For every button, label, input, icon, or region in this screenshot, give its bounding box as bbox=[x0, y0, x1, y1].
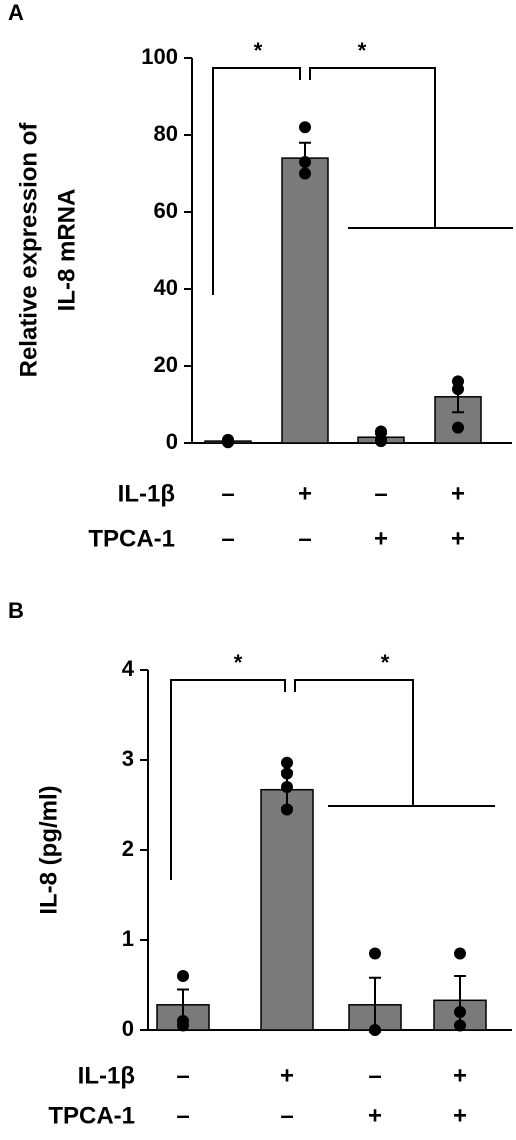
condition-sign: + bbox=[298, 480, 312, 507]
data-point bbox=[369, 1024, 381, 1036]
data-point bbox=[454, 1006, 466, 1018]
condition-label: TPCA-1 bbox=[48, 1102, 135, 1129]
panel-letter: B bbox=[8, 598, 24, 623]
condition-label: IL-1β bbox=[118, 480, 175, 507]
y-axis-label: Relative expression of bbox=[15, 122, 42, 378]
data-point bbox=[454, 1019, 466, 1032]
data-point bbox=[299, 121, 311, 134]
y-tick-label: 1 bbox=[122, 926, 134, 951]
significance-star: * bbox=[358, 38, 367, 63]
data-point bbox=[177, 970, 189, 982]
significance-bracket bbox=[170, 679, 495, 880]
panel-letter: A bbox=[8, 0, 24, 25]
condition-sign: – bbox=[280, 1102, 293, 1129]
data-point bbox=[222, 436, 234, 449]
y-tick-label: 40 bbox=[154, 275, 178, 300]
data-point bbox=[299, 155, 311, 168]
condition-label: TPCA-1 bbox=[88, 525, 175, 552]
data-point bbox=[281, 756, 293, 769]
y-tick-label: 0 bbox=[122, 1016, 134, 1041]
bar bbox=[260, 788, 314, 1031]
y-tick-label: 20 bbox=[154, 352, 178, 377]
significance-bracket bbox=[212, 67, 513, 295]
condition-sign: + bbox=[453, 1062, 467, 1089]
condition-sign: – bbox=[368, 1062, 381, 1089]
y-axis-label: IL-8 mRNA bbox=[53, 189, 80, 312]
y-tick-label: 4 bbox=[122, 656, 135, 681]
condition-sign: – bbox=[221, 525, 234, 552]
condition-sign: – bbox=[176, 1102, 189, 1129]
significance-star: * bbox=[381, 650, 390, 675]
data-point bbox=[281, 803, 293, 816]
condition-sign: + bbox=[451, 525, 465, 552]
y-tick-label: 100 bbox=[141, 44, 178, 69]
y-tick-label: 80 bbox=[154, 121, 178, 146]
data-point bbox=[369, 947, 381, 960]
condition-sign: – bbox=[176, 1062, 189, 1089]
condition-sign: + bbox=[280, 1062, 294, 1089]
condition-sign: – bbox=[298, 525, 311, 552]
condition-sign: + bbox=[451, 480, 465, 507]
data-point bbox=[375, 435, 387, 448]
condition-sign: + bbox=[368, 1102, 382, 1129]
y-tick-label: 2 bbox=[122, 836, 134, 861]
condition-sign: – bbox=[221, 480, 234, 507]
y-tick-label: 60 bbox=[154, 198, 178, 223]
data-point bbox=[452, 383, 464, 396]
condition-sign: + bbox=[374, 525, 388, 552]
y-axis-label: IL-8 (pg/ml) bbox=[35, 785, 62, 914]
data-point bbox=[281, 767, 293, 780]
data-point bbox=[281, 781, 293, 793]
data-point bbox=[177, 1019, 189, 1032]
y-tick-label: 0 bbox=[166, 429, 178, 454]
y-tick-label: 3 bbox=[122, 746, 134, 771]
condition-label: IL-1β bbox=[78, 1062, 135, 1089]
data-point bbox=[452, 421, 464, 434]
bar bbox=[281, 157, 329, 444]
significance-star: * bbox=[254, 38, 263, 63]
condition-sign: + bbox=[453, 1102, 467, 1129]
significance-star: * bbox=[234, 650, 243, 675]
data-point bbox=[454, 947, 466, 960]
condition-sign: – bbox=[374, 480, 387, 507]
data-point bbox=[299, 167, 311, 180]
